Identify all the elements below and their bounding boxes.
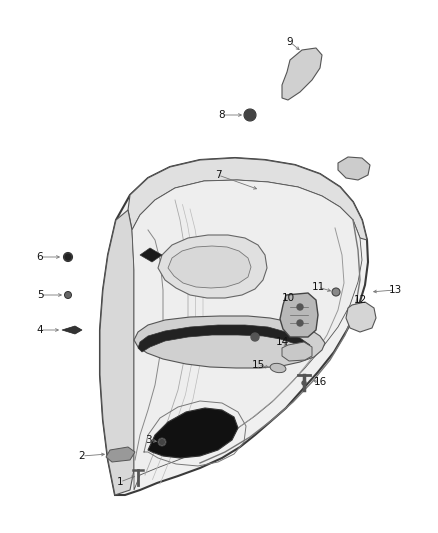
Text: 10: 10: [282, 293, 295, 303]
Polygon shape: [128, 158, 367, 240]
Polygon shape: [140, 248, 162, 262]
Circle shape: [65, 254, 71, 260]
Polygon shape: [338, 157, 370, 180]
Text: 3: 3: [145, 435, 151, 445]
Ellipse shape: [64, 292, 71, 298]
Circle shape: [297, 320, 303, 326]
Ellipse shape: [244, 109, 256, 121]
Text: 11: 11: [311, 282, 325, 292]
Polygon shape: [282, 48, 322, 100]
Text: 14: 14: [276, 337, 289, 347]
Text: 8: 8: [219, 110, 225, 120]
Polygon shape: [138, 325, 310, 352]
Ellipse shape: [332, 288, 340, 296]
Polygon shape: [346, 302, 376, 332]
Polygon shape: [282, 342, 312, 361]
Text: 4: 4: [37, 325, 43, 335]
Polygon shape: [280, 293, 318, 337]
Text: 5: 5: [37, 290, 43, 300]
Polygon shape: [168, 246, 251, 288]
Text: 13: 13: [389, 285, 402, 295]
Ellipse shape: [270, 364, 286, 373]
Circle shape: [297, 304, 303, 310]
Circle shape: [159, 440, 165, 445]
Ellipse shape: [158, 438, 166, 446]
Polygon shape: [148, 408, 238, 458]
Polygon shape: [132, 180, 362, 490]
Polygon shape: [100, 210, 134, 495]
Polygon shape: [100, 158, 368, 495]
Circle shape: [245, 110, 255, 120]
Polygon shape: [62, 326, 82, 334]
Polygon shape: [106, 447, 135, 462]
Polygon shape: [134, 316, 325, 368]
Text: 12: 12: [353, 295, 367, 305]
Circle shape: [251, 333, 259, 341]
Text: 2: 2: [79, 451, 85, 461]
Circle shape: [302, 381, 306, 385]
Ellipse shape: [64, 253, 73, 262]
Text: 1: 1: [117, 477, 124, 487]
Text: 9: 9: [287, 37, 293, 47]
Polygon shape: [158, 235, 267, 298]
Text: 15: 15: [251, 360, 265, 370]
Text: 7: 7: [215, 170, 221, 180]
Text: 6: 6: [37, 252, 43, 262]
Text: 16: 16: [313, 377, 327, 387]
